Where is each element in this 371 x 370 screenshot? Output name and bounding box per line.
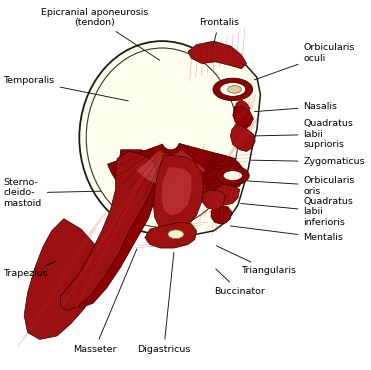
Text: Buccinator: Buccinator (214, 269, 265, 296)
Polygon shape (161, 167, 191, 215)
Polygon shape (159, 43, 260, 234)
Ellipse shape (220, 83, 246, 96)
Polygon shape (137, 150, 205, 186)
Text: Epicranial aponeurosis
(tendon): Epicranial aponeurosis (tendon) (41, 8, 160, 60)
Text: Triangularis: Triangularis (216, 246, 296, 275)
Text: Zygomaticus: Zygomaticus (251, 157, 365, 166)
Polygon shape (60, 151, 157, 310)
Polygon shape (188, 41, 247, 69)
Text: Orbicularis
oculi: Orbicularis oculi (255, 44, 355, 80)
Ellipse shape (223, 171, 242, 181)
Text: Quadratus
labii
inferioris: Quadratus labii inferioris (241, 197, 353, 227)
Polygon shape (211, 205, 232, 224)
Text: Quadratus
labii
suprioris: Quadratus labii suprioris (255, 120, 353, 149)
Polygon shape (154, 155, 203, 231)
Ellipse shape (228, 85, 242, 93)
Polygon shape (76, 150, 157, 309)
Polygon shape (212, 184, 240, 205)
Ellipse shape (216, 166, 249, 185)
Text: Mentalis: Mentalis (230, 226, 344, 242)
Text: Masseter: Masseter (73, 249, 137, 354)
Text: Sterno-
cleido-
mastoid: Sterno- cleido- mastoid (3, 178, 101, 208)
Text: Temporalis: Temporalis (3, 76, 128, 101)
Ellipse shape (168, 230, 184, 239)
Ellipse shape (213, 78, 253, 101)
Polygon shape (205, 153, 243, 191)
Polygon shape (235, 100, 250, 115)
Polygon shape (24, 219, 100, 339)
Text: Digastricus: Digastricus (137, 253, 190, 354)
Polygon shape (233, 107, 253, 129)
Text: Orbicularis
oris: Orbicularis oris (247, 176, 355, 196)
Polygon shape (230, 124, 255, 151)
Polygon shape (108, 143, 236, 208)
Text: Nasalis: Nasalis (255, 102, 338, 112)
Ellipse shape (79, 41, 245, 234)
Text: Frontalis: Frontalis (199, 18, 239, 47)
Polygon shape (202, 189, 226, 210)
Polygon shape (145, 222, 197, 248)
Text: Trapezius: Trapezius (3, 261, 56, 278)
